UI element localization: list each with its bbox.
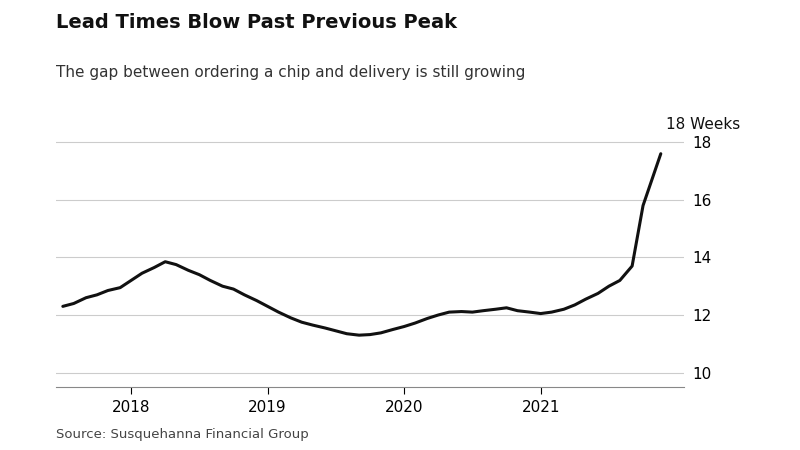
Text: The gap between ordering a chip and delivery is still growing: The gap between ordering a chip and deli… (56, 65, 526, 80)
Text: 18 Weeks: 18 Weeks (666, 117, 741, 132)
Text: Source: Susquehanna Financial Group: Source: Susquehanna Financial Group (56, 428, 309, 441)
Text: Lead Times Blow Past Previous Peak: Lead Times Blow Past Previous Peak (56, 14, 457, 32)
